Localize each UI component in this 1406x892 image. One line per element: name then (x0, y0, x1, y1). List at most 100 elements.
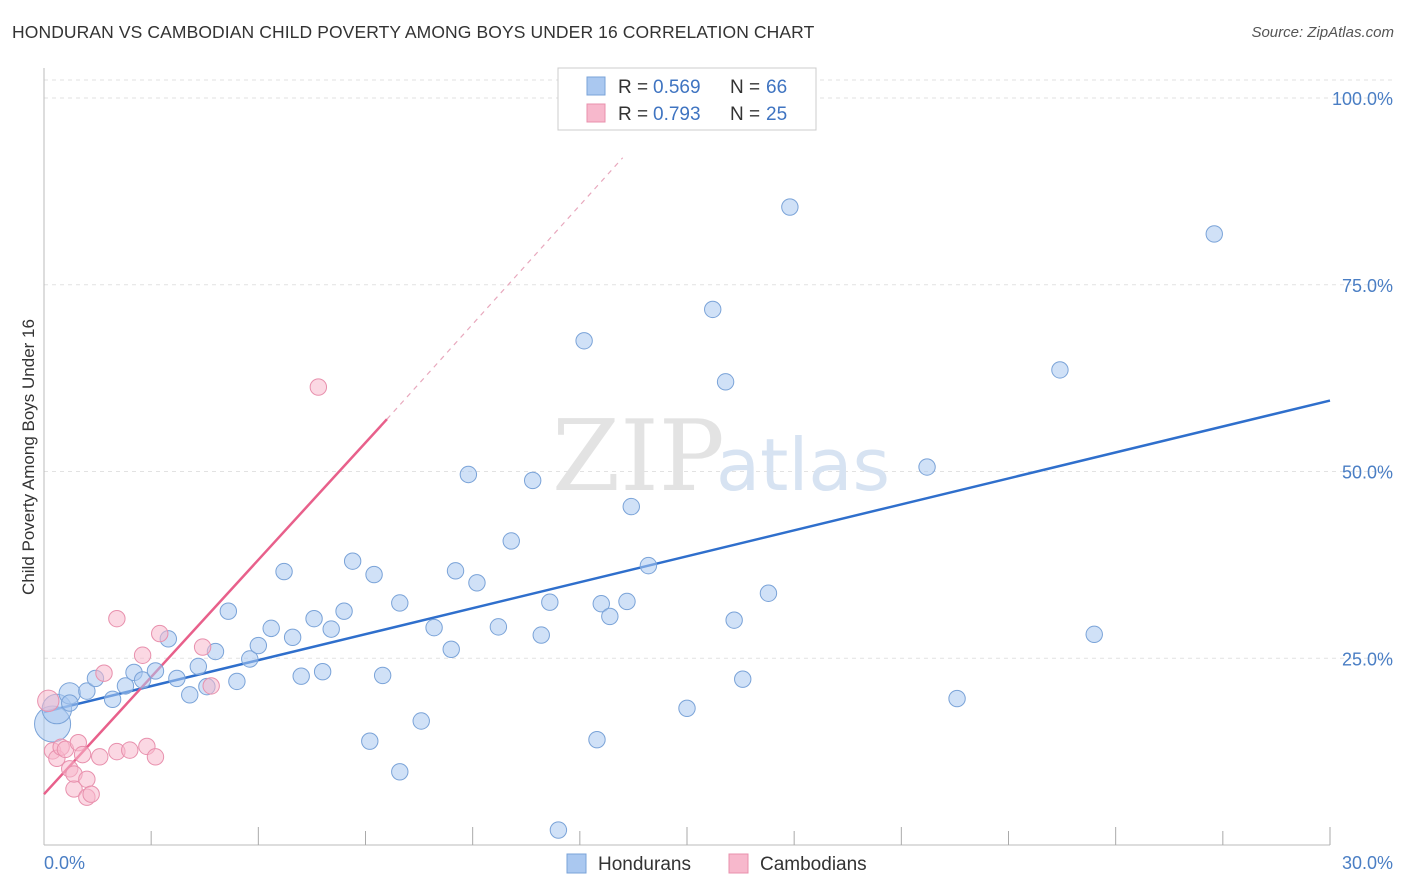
point-hondurans (425, 618, 443, 637)
point-hondurans (592, 595, 610, 613)
point-hondurans (412, 712, 430, 730)
legend-n-value-cambodians: 25 (766, 104, 787, 125)
legend-n-label-cambodians: N = (730, 104, 760, 125)
point-hondurans (532, 626, 550, 644)
watermark: ZIP atlas (552, 400, 890, 514)
x-tick-label-30: 30.0% (1342, 853, 1393, 873)
point-cambodians (193, 638, 212, 656)
point-hondurans (588, 730, 606, 749)
point-hondurans (146, 662, 165, 680)
point-hondurans (133, 671, 152, 689)
point-hondurans (61, 694, 79, 712)
legend-r-label-hondurans: R = (618, 77, 648, 98)
point-hondurans (601, 607, 619, 626)
point-hondurans (502, 532, 520, 550)
point-hondurans (442, 640, 460, 658)
point-hondurans (335, 602, 353, 620)
point-cambodians (202, 677, 220, 695)
point-cambodians (78, 770, 96, 788)
point-hondurans (725, 611, 743, 629)
point-hondurans (639, 556, 658, 575)
point-hondurans (759, 584, 778, 602)
point-hondurans (343, 552, 362, 570)
watermark-atlas: atlas (716, 423, 890, 507)
point-hondurans (704, 300, 722, 319)
point-hondurans (361, 732, 379, 750)
point-hondurans (446, 562, 465, 580)
data-points (34, 198, 1223, 839)
y-tick-label-25: 25.0% (1342, 649, 1393, 669)
point-hondurans (365, 565, 383, 584)
point-hondurans (275, 562, 293, 581)
point-hondurans (292, 667, 310, 685)
point-cambodians (121, 741, 139, 759)
legend-n-value-hondurans: 66 (766, 77, 787, 98)
y-tick-label-100: 100.0% (1332, 89, 1393, 109)
y-tick-label-50: 50.0% (1342, 463, 1393, 483)
point-hondurans (489, 618, 508, 636)
point-hondurans (918, 458, 936, 476)
point-hondurans (549, 821, 568, 839)
point-hondurans (618, 592, 636, 611)
point-hondurans (103, 690, 122, 709)
point-hondurans (391, 763, 409, 781)
point-cambodians (91, 748, 109, 766)
bottom-legend-swatch-hondurans (566, 853, 587, 874)
bottom-legend-label-cambodians: Cambodians (760, 854, 867, 875)
watermark-zip: ZIP (552, 400, 725, 514)
point-hondurans (228, 672, 246, 691)
point-hondurans (189, 657, 208, 676)
point-hondurans (781, 198, 799, 216)
point-hondurans (622, 497, 640, 516)
point-hondurans (459, 465, 478, 484)
point-cambodians (82, 785, 100, 803)
axis-ticks (150, 827, 1331, 845)
point-cambodians (108, 609, 126, 628)
legend-r-value-hondurans: 0.569 (653, 77, 701, 98)
point-cambodians (37, 689, 60, 712)
point-cambodians (151, 624, 169, 643)
point-hondurans (716, 373, 735, 391)
point-hondurans (313, 662, 332, 681)
bottom-legend: Hondurans Cambodians (566, 853, 867, 875)
point-hondurans (468, 574, 486, 592)
y-tick-label-75: 75.0% (1342, 276, 1393, 296)
point-hondurans (249, 636, 268, 655)
bottom-legend-label-hondurans: Hondurans (598, 854, 691, 875)
point-hondurans (948, 689, 966, 708)
bottom-legend-swatch-cambodians (728, 853, 749, 874)
point-hondurans (1085, 625, 1103, 644)
point-hondurans (262, 619, 280, 638)
point-hondurans (241, 650, 259, 668)
y-axis-label: Child Poverty Among Boys Under 16 (19, 319, 38, 595)
point-hondurans (575, 332, 593, 350)
point-hondurans (168, 669, 186, 688)
point-cambodians (95, 664, 113, 682)
chart-title: HONDURAN VS CAMBODIAN CHILD POVERTY AMON… (12, 22, 815, 42)
legend-r-value-cambodians: 0.793 (653, 104, 701, 125)
point-hondurans (373, 666, 392, 685)
point-hondurans (116, 677, 135, 695)
point-cambodians (133, 646, 152, 664)
point-hondurans (322, 620, 340, 638)
x-tick-label-0: 0.0% (44, 853, 85, 873)
point-cambodians (73, 745, 92, 764)
point-hondurans (391, 594, 409, 612)
legend-swatch-cambodians (586, 103, 606, 123)
point-hondurans (219, 602, 238, 620)
point-cambodians (309, 378, 328, 396)
point-hondurans (283, 628, 302, 647)
chart-source: Source: ZipAtlas.com (1251, 24, 1394, 41)
trend-extension-cambodians (386, 157, 624, 420)
point-hondurans (734, 670, 752, 688)
point-cambodians (146, 748, 165, 766)
point-hondurans (305, 609, 323, 628)
point-hondurans (523, 471, 542, 490)
point-hondurans (1051, 361, 1069, 379)
legend-r-label-cambodians: R = (618, 104, 648, 125)
legend: R = 0.569 N = 66 R = 0.793 N = 25 (557, 67, 817, 131)
trend-line-cambodians (43, 418, 388, 796)
tick-labels: 25.0% 50.0% 75.0% 100.0% 0.0% 30.0% (44, 89, 1393, 873)
point-hondurans (1205, 225, 1223, 243)
